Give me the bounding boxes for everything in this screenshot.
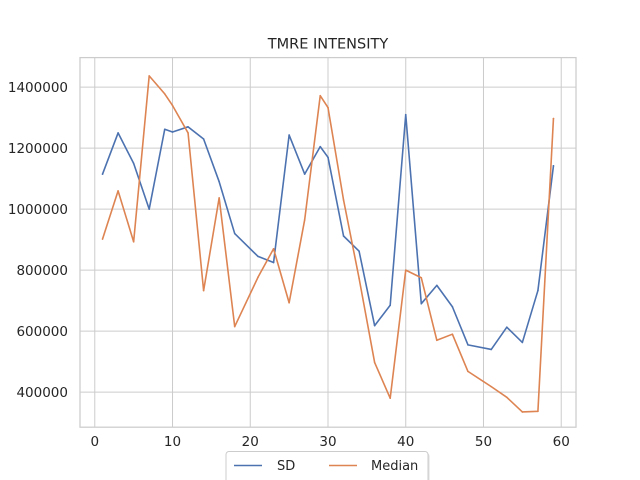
data-point-sd bbox=[404, 113, 407, 116]
data-point-sd bbox=[521, 341, 524, 344]
series-line-median bbox=[101, 75, 555, 413]
data-point-sd bbox=[218, 180, 220, 183]
x-tick-label: 30 bbox=[319, 434, 336, 450]
data-point-median bbox=[436, 339, 438, 342]
data-point-median bbox=[101, 238, 104, 240]
x-tick-label: 0 bbox=[90, 434, 99, 450]
data-point-sd bbox=[552, 165, 555, 167]
data-point-median bbox=[319, 94, 322, 97]
data-point-median bbox=[373, 361, 376, 364]
data-point-sd bbox=[272, 261, 275, 264]
data-point-sd bbox=[436, 284, 438, 287]
data-point-sd bbox=[202, 138, 205, 140]
data-point-median bbox=[342, 199, 345, 201]
data-point-median bbox=[187, 132, 189, 134]
data-point-sd bbox=[117, 132, 119, 134]
data-point-sd bbox=[420, 302, 423, 305]
data-point-median bbox=[467, 370, 469, 373]
series-sd bbox=[101, 113, 555, 351]
data-point-median bbox=[327, 106, 329, 109]
x-tick-label: 60 bbox=[553, 434, 570, 450]
legend-label-median: Median bbox=[371, 459, 418, 474]
data-point-sd bbox=[171, 131, 174, 133]
grid bbox=[80, 57, 576, 428]
y-tick-label: 1000000 bbox=[8, 202, 68, 218]
plot-frame bbox=[79, 56, 577, 428]
y-tick-label: 600000 bbox=[16, 324, 68, 340]
data-point-sd bbox=[132, 162, 135, 165]
series-lines bbox=[101, 75, 555, 413]
data-point-median bbox=[537, 410, 539, 413]
data-point-sd bbox=[373, 324, 376, 327]
data-point-sd bbox=[342, 235, 345, 237]
data-point-median bbox=[117, 190, 119, 192]
data-point-sd bbox=[163, 128, 166, 131]
y-tick-label: 800000 bbox=[16, 263, 68, 279]
x-tick-label: 40 bbox=[397, 434, 414, 450]
x-axis-ticks: 0 10 20 30 40 50 60 bbox=[90, 434, 569, 450]
data-point-sd bbox=[233, 232, 236, 235]
data-point-median bbox=[506, 396, 508, 399]
series-median bbox=[101, 75, 555, 413]
x-tick-label: 50 bbox=[475, 434, 492, 450]
legend: SD Median bbox=[225, 451, 430, 480]
data-point-median bbox=[288, 301, 290, 304]
data-point-sd bbox=[327, 156, 329, 159]
data-point-median bbox=[521, 411, 524, 413]
data-point-sd bbox=[148, 208, 150, 210]
data-point-median bbox=[132, 240, 135, 243]
data-point-sd bbox=[537, 289, 539, 292]
legend-label-sd: SD bbox=[277, 459, 295, 474]
y-axis-ticks: 400000 600000 800000 1000000 1200000 1400000 bbox=[8, 80, 68, 401]
data-point-sd bbox=[257, 255, 259, 258]
data-point-median bbox=[303, 219, 306, 221]
data-point-median bbox=[451, 333, 454, 335]
data-point-median bbox=[202, 289, 205, 292]
data-point-median bbox=[171, 104, 174, 107]
data-point-sd bbox=[467, 344, 469, 346]
x-tick-label: 10 bbox=[164, 434, 181, 450]
legend-box bbox=[225, 451, 429, 480]
data-point-sd bbox=[451, 305, 454, 308]
data-point-median bbox=[257, 276, 259, 278]
data-point-sd bbox=[187, 126, 189, 128]
series-line-sd bbox=[101, 113, 555, 351]
y-tick-label: 400000 bbox=[16, 385, 68, 401]
data-point-sd bbox=[101, 173, 104, 175]
data-point-median bbox=[358, 277, 360, 280]
y-tick-label: 1400000 bbox=[8, 80, 68, 96]
x-tick-label: 20 bbox=[242, 434, 259, 450]
data-point-median bbox=[272, 248, 275, 250]
data-point-sd bbox=[319, 145, 322, 148]
data-point-median bbox=[218, 197, 220, 199]
data-point-sd bbox=[288, 134, 290, 136]
data-point-sd bbox=[490, 348, 493, 351]
data-point-median bbox=[233, 325, 236, 328]
y-tick-label: 1200000 bbox=[8, 141, 68, 157]
data-point-sd bbox=[358, 250, 360, 253]
data-point-median bbox=[420, 276, 423, 279]
data-point-sd bbox=[506, 326, 508, 328]
data-point-sd bbox=[389, 304, 391, 307]
data-point-median bbox=[552, 117, 555, 120]
data-point-sd bbox=[303, 173, 306, 175]
data-point-median bbox=[389, 397, 391, 400]
data-point-median bbox=[490, 385, 493, 388]
data-point-median bbox=[148, 75, 150, 77]
chart-title: TMRE INTENSITY bbox=[267, 37, 389, 53]
data-point-median bbox=[404, 269, 407, 271]
data-point-median bbox=[163, 93, 166, 95]
